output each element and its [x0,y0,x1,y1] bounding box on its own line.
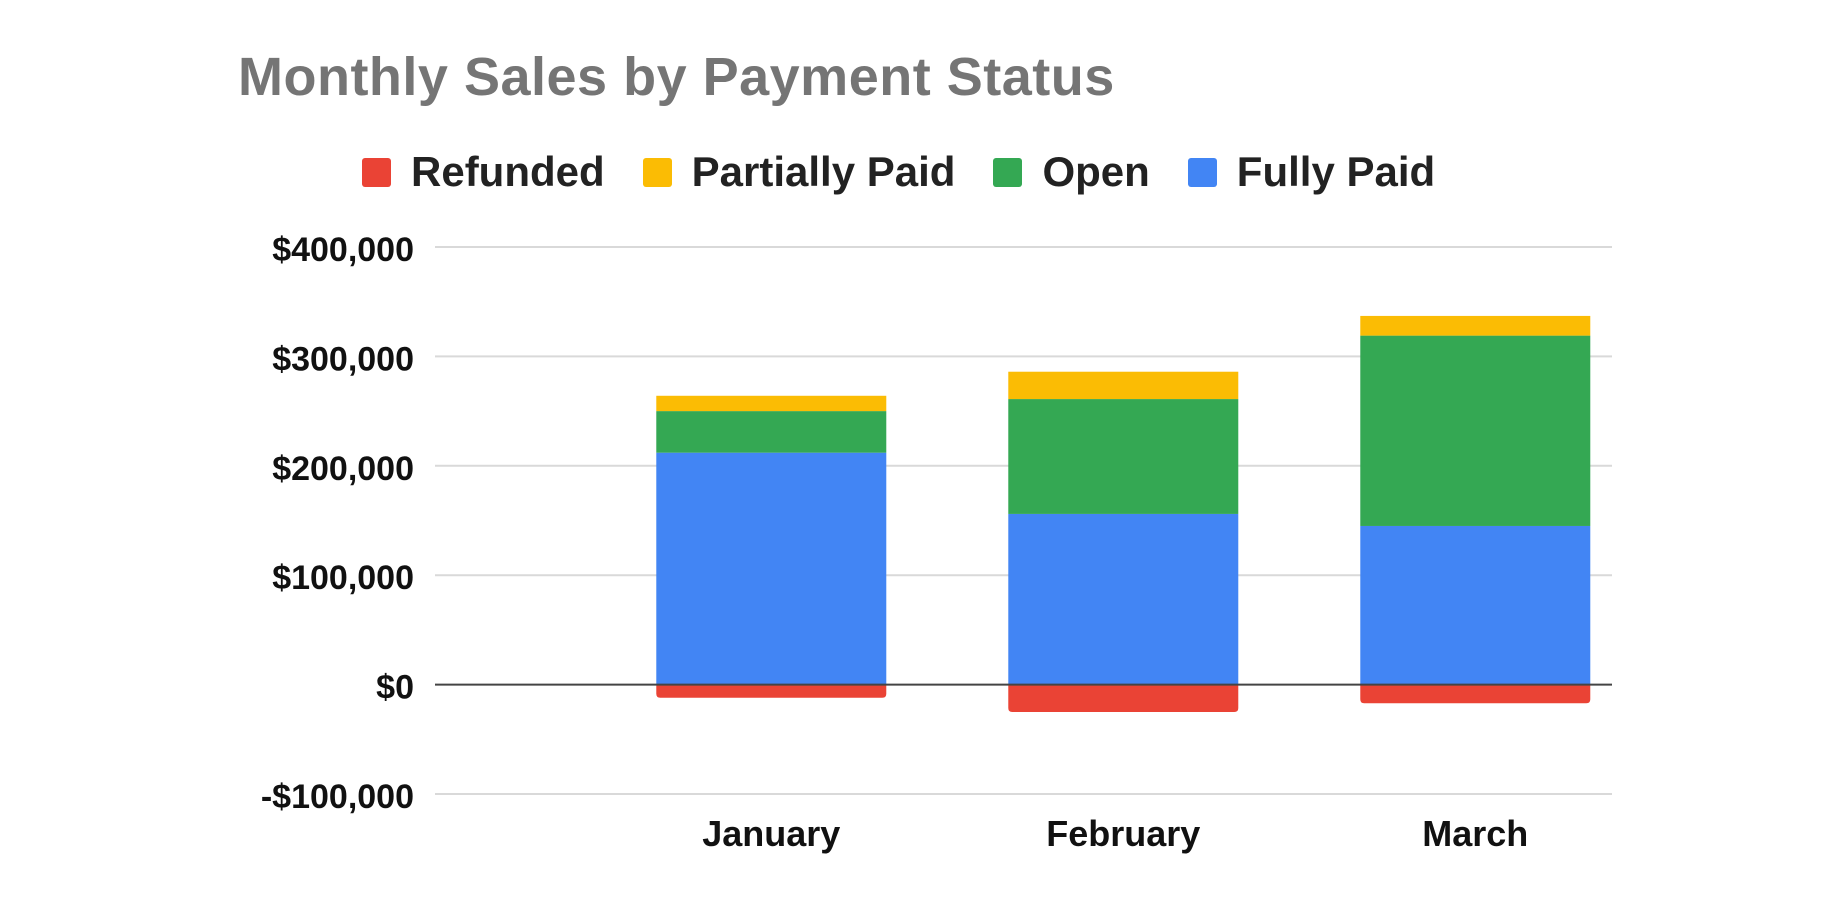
legend-item-refunded[interactable]: Refunded [362,148,605,196]
bar-refunded-january[interactable] [656,684,887,698]
bar-partially-paid-january[interactable] [656,395,887,412]
bar-open-march[interactable] [1360,335,1591,526]
y-tick-label: $200,000 [272,450,414,488]
x-tick-label-february: February [1046,813,1200,854]
legend-swatch-partially-paid [642,157,672,187]
y-tick-label: $400,000 [272,231,414,269]
bar-fully-paid-february[interactable] [1008,513,1239,685]
y-tick-label: $300,000 [272,340,414,378]
legend-label-partially-paid: Partially Paid [691,148,956,195]
x-tick-label-march: March [1422,813,1528,854]
legend-swatch-refunded [362,157,391,187]
y-tick-label: $0 [376,669,414,707]
bar-fully-paid-march[interactable] [1360,525,1591,685]
bar-refunded-february[interactable] [1008,684,1239,712]
bar-open-february[interactable] [1008,399,1239,514]
bar-fully-paid-january[interactable] [656,452,887,685]
bar-partially-paid-february[interactable] [1008,371,1239,400]
y-tick-label: -$100,000 [261,778,414,816]
legend-swatch-open [993,157,1023,187]
legend-item-open[interactable]: Open [993,148,1150,196]
y-tick-label: $100,000 [272,559,414,597]
legend-item-partially-paid[interactable]: Partially Paid [642,148,956,196]
x-axis-tick-labels: January February March [702,813,1528,854]
bar-partially-paid-march[interactable] [1360,315,1591,336]
chart-legend: Refunded Partially Paid Open Fully Paid [362,148,1473,196]
legend-label-refunded: Refunded [411,148,605,195]
bars [656,315,1591,712]
bar-open-january[interactable] [656,411,887,453]
legend-swatch-fully-paid [1187,157,1217,187]
x-tick-label-january: January [702,813,840,854]
legend-label-open: Open [1042,148,1150,195]
chart-title: Monthly Sales by Payment Status [238,47,1115,107]
legend-item-fully-paid[interactable]: Fully Paid [1187,148,1436,196]
bar-refunded-march[interactable] [1360,684,1591,704]
y-axis-tick-labels: $400,000 $300,000 $200,000 $100,000 $0 -$100,… [261,231,414,816]
legend-label-fully-paid: Fully Paid [1236,148,1436,195]
